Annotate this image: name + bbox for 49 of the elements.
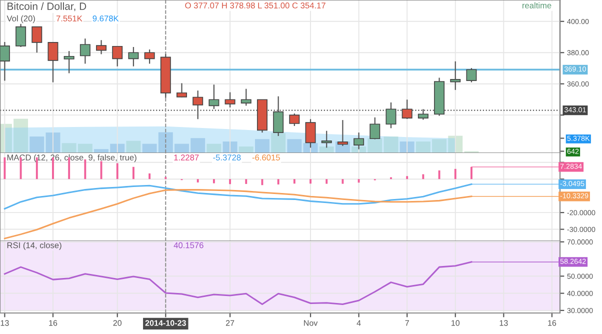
x-tick-label: 20 [113,320,122,326]
candlestick [305,118,316,148]
bar [384,136,398,153]
candlestick [240,88,252,106]
x-tick-label: 4 [356,320,361,326]
candlestick [64,50,74,74]
candlestick [354,132,364,150]
annotation: -6.6015 [252,154,280,160]
candlestick [321,130,332,148]
annotation: -5.3728 [213,154,241,160]
chart-title: Bitcoin / Dollar, D [8,2,86,12]
x-tick-label: 27 [226,320,234,326]
candlestick [128,46,139,67]
candlestick [224,92,236,108]
annotation: Vol (20) [6,15,35,24]
annotation: 1.2287 [174,154,199,160]
bar [287,139,302,153]
candlestick [176,82,187,98]
bar [238,146,254,153]
x-tick-label: 16 [49,320,58,326]
x-tick-label: 16 [548,320,556,326]
candlestick [208,84,220,110]
candlestick [96,40,107,55]
candlestick [80,38,90,64]
annotation: 40.1576 [174,242,204,248]
x-tick-label: 13 [500,320,508,326]
candlestick [0,41,10,82]
bar [126,140,141,153]
annotation: O 377.07 H 378.98 L 351.00 C 354.17 [185,2,326,8]
annotation: realtime [522,2,552,8]
candlestick [144,48,155,64]
annotation: 9.678K [92,16,119,22]
x-tick-label: Nov [304,320,318,326]
candlestick [337,120,348,147]
candlestick [32,26,42,54]
annotation: 7.551K [56,16,82,22]
candlestick [370,116,380,140]
x-tick-label: 13 [0,320,9,326]
chart-title: RSI (14, close) [7,242,62,250]
x-tick-label: 7 [405,320,409,326]
candlestick [289,112,300,127]
candlestick [48,42,58,83]
bar [254,139,270,153]
bar [319,146,334,153]
candlestick [466,68,477,83]
candlestick [112,46,123,67]
candlestick [450,60,461,90]
x-tick-label: 2014-10-23 [145,320,186,326]
x-tick-label: 10 [452,320,460,326]
